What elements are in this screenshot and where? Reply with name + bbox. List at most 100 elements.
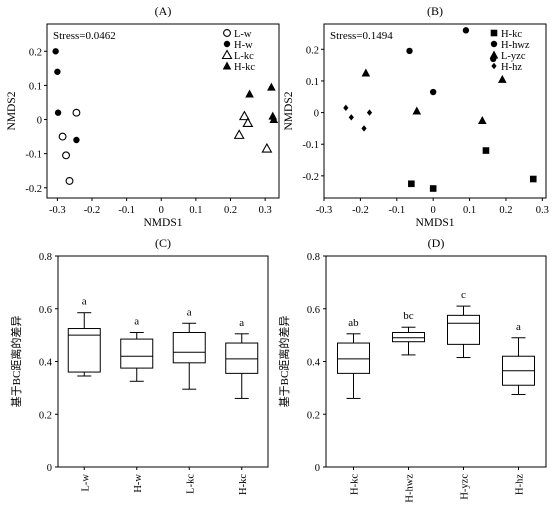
legend-label: L-yzc (501, 51, 526, 62)
legend-label: H-hz (501, 62, 522, 73)
box (225, 342, 259, 374)
x-tick-label: -0.2 (352, 205, 369, 216)
y-tick-label: 0 (315, 463, 320, 474)
x-tick-label: 0.3 (536, 205, 549, 216)
x-tick-label: 0.1 (189, 205, 202, 216)
data-point (366, 109, 373, 116)
legend-marker (489, 50, 499, 59)
x-tick-label: H-hz (515, 474, 526, 495)
x-tick-label: -0.1 (388, 205, 405, 216)
significance-letter: a (82, 296, 87, 308)
data-point (429, 185, 437, 192)
data-point (498, 74, 507, 83)
y-tick-label: 0.1 (306, 77, 319, 88)
x-tick-label: -0.3 (49, 205, 66, 216)
scatter-panel: (A) Stress=0.0462 -0.3 -0.2 -0.1 0 0.1 0.2 0.3 -0… (6, 4, 280, 229)
box (337, 342, 370, 374)
y-axis-label: NMDS2 (6, 91, 18, 130)
y-tick-label: 0.1 (29, 81, 42, 92)
data-point (58, 132, 67, 141)
panel-label: (C) (155, 236, 171, 250)
y-tick-label: 0.8 (39, 252, 52, 263)
plot-frame (46, 23, 280, 199)
y-tick-label: -0.2 (302, 172, 319, 183)
legend-marker (222, 61, 232, 70)
y-tick-label: 0.8 (307, 252, 320, 263)
panel-label: (B) (427, 4, 443, 18)
legend-marker (491, 62, 497, 70)
y-tick-label: -0.1 (25, 150, 42, 161)
data-point (72, 108, 81, 117)
data-point (408, 180, 415, 188)
data-point (54, 68, 61, 75)
x-tick-label: L-w (80, 474, 91, 492)
legend-label: L-kc (234, 51, 254, 62)
boxplot-panel: (D) 0 0.2 0.4 0.6 0.8 基于BC距离的差异 H-kc ab H-hwz bc H-… (277, 236, 547, 503)
x-tick-label: L-kc (185, 474, 196, 494)
y-tick-label: 0.2 (39, 410, 52, 421)
data-point (238, 110, 250, 121)
x-tick-label: H-kc (350, 474, 361, 495)
y-tick-label: -0.1 (302, 140, 319, 151)
box (392, 331, 425, 343)
data-point (478, 115, 487, 124)
x-tick-label: 0.2 (224, 205, 237, 216)
stress-annotation: Stress=0.0462 (53, 30, 116, 42)
legend-marker (490, 29, 498, 37)
x-tick-label: H-hwz (405, 474, 416, 503)
legend-label: L-w (234, 29, 252, 40)
significance-letter: c (461, 289, 466, 301)
y-tick-label: 0 (47, 463, 52, 474)
data-point (269, 115, 279, 124)
x-tick-label: -0.2 (84, 205, 101, 216)
y-tick-label: 0.4 (307, 358, 321, 369)
x-tick-label: 0 (159, 205, 164, 216)
data-point (242, 117, 254, 127)
y-axis-label: 基于BC距离的差异 (277, 316, 291, 408)
data-point (267, 82, 276, 91)
data-point (233, 129, 245, 139)
panel-label: (A) (155, 4, 172, 18)
data-point (482, 147, 490, 154)
data-point (343, 104, 349, 112)
y-tick-label: -0.2 (25, 184, 42, 195)
significance-letter: ab (348, 317, 359, 329)
data-point (529, 175, 537, 183)
x-tick-label: -0.1 (118, 205, 135, 216)
data-point (348, 114, 354, 121)
legend-label: H-kc (234, 62, 255, 73)
y-tick-label: 0.6 (307, 305, 320, 316)
data-point (361, 68, 371, 77)
y-tick-label: 0 (314, 109, 319, 120)
boxplot-panel: (C) 0 0.2 0.4 0.6 0.8 基于BC距离的差异 L-w a H-w a L-kc a H-… (9, 236, 269, 495)
data-point (52, 48, 59, 55)
x-tick-label: -0.3 (316, 205, 333, 216)
y-tick-label: 0.2 (29, 47, 42, 58)
data-point (412, 106, 422, 115)
legend-label: H-w (234, 40, 253, 51)
significance-letter: a (134, 315, 139, 327)
x-tick-label: H-kc (238, 474, 249, 495)
y-tick-label: 0.4 (39, 358, 53, 369)
x-tick-label: H-yzc (460, 474, 471, 500)
stress-annotation: Stress=0.1494 (330, 30, 393, 42)
y-axis-label: NMDS2 (283, 91, 295, 130)
y-tick-label: 0.6 (39, 305, 52, 316)
x-tick-label: 0.2 (499, 205, 512, 216)
data-point (429, 88, 437, 96)
scatter-panel: (B) Stress=0.1494 -0.3 -0.2 -0.1 0 0.1 0.2 0.3 -0… (283, 4, 549, 229)
x-tick-label: 0.1 (463, 205, 476, 216)
data-point (261, 142, 273, 153)
significance-letter: a (187, 306, 192, 318)
x-tick-label: 0.3 (259, 205, 272, 216)
legend-label: H-kc (501, 29, 522, 40)
data-point (361, 125, 367, 132)
significance-letter: a (516, 321, 521, 333)
legend-marker (223, 40, 231, 48)
data-point (73, 136, 80, 144)
data-point (406, 47, 413, 55)
x-axis-label: NMDS1 (144, 217, 183, 229)
data-point (65, 176, 74, 185)
box (120, 338, 154, 369)
